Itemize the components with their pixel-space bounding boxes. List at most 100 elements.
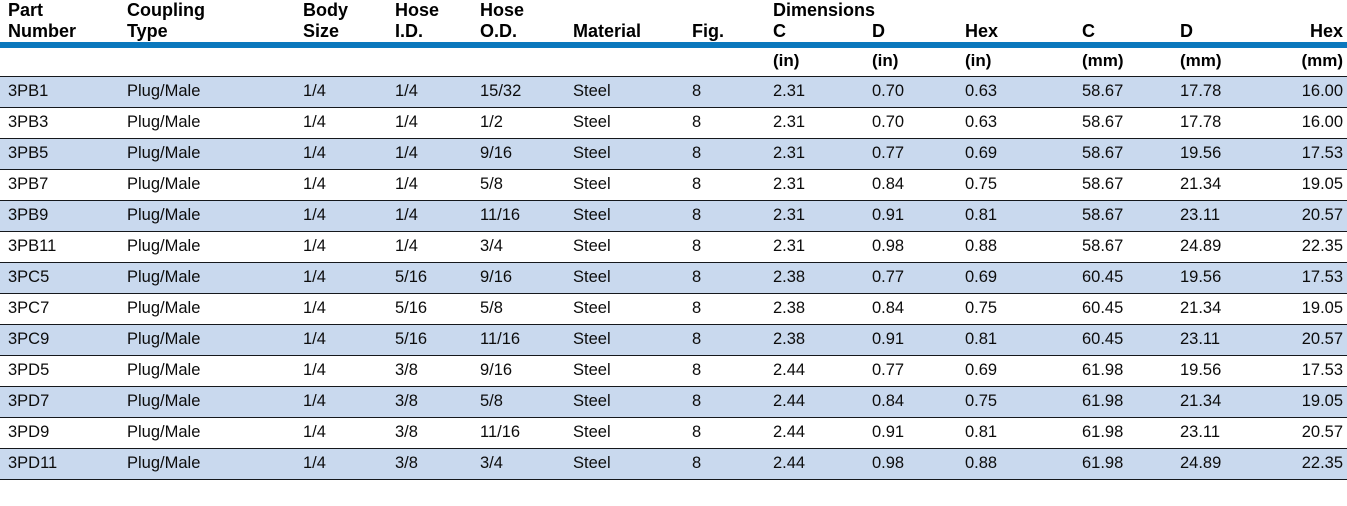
cell-material: Steel [573, 386, 692, 418]
cell-c_mm: 60.45 [1082, 293, 1180, 325]
col-header-d-mm: D [1180, 21, 1285, 48]
cell-c_in: 2.44 [773, 386, 872, 418]
cell-fig: 8 [692, 355, 773, 387]
unit-hex-mm: (mm) [1285, 45, 1347, 77]
cell-part_number: 3PD11 [0, 448, 127, 480]
cell-material: Steel [573, 324, 692, 356]
col-header-part-number-line2: Number [0, 21, 127, 48]
col-header-c-mm: C [1082, 21, 1180, 48]
cell-hose_od: 1/2 [480, 107, 573, 139]
cell-hose_od: 9/16 [480, 138, 573, 170]
cell-d_in: 0.70 [872, 76, 965, 108]
cell-fig: 8 [692, 417, 773, 449]
cell-body_size: 1/4 [303, 386, 395, 418]
cell-hose_od: 11/16 [480, 417, 573, 449]
cell-d_mm: 23.11 [1180, 417, 1285, 449]
cell-c_in: 2.31 [773, 169, 872, 201]
cell-material: Steel [573, 169, 692, 201]
cell-fig: 8 [692, 200, 773, 232]
col-header-fig: Fig. [692, 21, 773, 48]
cell-material: Steel [573, 231, 692, 263]
cell-part_number: 3PB3 [0, 107, 127, 139]
cell-hex_in: 0.81 [965, 324, 1082, 356]
cell-fig: 8 [692, 448, 773, 480]
cell-hex_in: 0.69 [965, 262, 1082, 294]
col-header-hose-od-line2: O.D. [480, 21, 573, 48]
cell-hose_id: 3/8 [395, 448, 480, 480]
cell-d_in: 0.91 [872, 200, 965, 232]
cell-hose_id: 1/4 [395, 231, 480, 263]
cell-fig: 8 [692, 231, 773, 263]
cell-body_size: 1/4 [303, 448, 395, 480]
cell-hex_mm: 19.05 [1285, 386, 1347, 418]
cell-coupling_type: Plug/Male [127, 76, 303, 108]
cell-hex_mm: 17.53 [1285, 138, 1347, 170]
cell-hose_id: 1/4 [395, 76, 480, 108]
cell-hose_od: 5/8 [480, 386, 573, 418]
cell-hose_id: 3/8 [395, 355, 480, 387]
cell-d_in: 0.77 [872, 138, 965, 170]
units-row: (in) (in) (in) (mm) (mm) (mm) [0, 45, 1347, 77]
cell-coupling_type: Plug/Male [127, 386, 303, 418]
table-row: 3PB7 Plug/Male 1/4 1/4 5/8 Steel 8 2.31 0.84 0.75… [0, 169, 1347, 201]
cell-hose_id: 5/16 [395, 293, 480, 325]
table-row: 3PB3 Plug/Male 1/4 1/4 1/2 Steel 8 2.31 0.70 0.63… [0, 107, 1347, 139]
table-row: 3PB5 Plug/Male 1/4 1/4 9/16 Steel 8 2.31 0.77 0.6… [0, 138, 1347, 170]
col-header-hose-id-line1: Hose [395, 0, 440, 21]
col-header-hex-in: Hex [965, 21, 1082, 48]
table-body: 3PB1 Plug/Male 1/4 1/4 15/32 Steel 8 2.31 0.70 0.… [0, 76, 1347, 480]
cell-hose_od: 15/32 [480, 76, 573, 108]
unit-c-in: (in) [773, 45, 872, 77]
cell-body_size: 1/4 [303, 355, 395, 387]
cell-c_mm: 58.67 [1082, 200, 1180, 232]
table-row: 3PC9 Plug/Male 1/4 5/16 11/16 Steel 8 2.38 0.91 0… [0, 324, 1347, 356]
cell-d_in: 0.91 [872, 324, 965, 356]
table-row: 3PB1 Plug/Male 1/4 1/4 15/32 Steel 8 2.31 0.70 0.… [0, 76, 1347, 108]
cell-hex_in: 0.81 [965, 417, 1082, 449]
cell-part_number: 3PB11 [0, 231, 127, 263]
cell-fig: 8 [692, 293, 773, 325]
cell-hex_in: 0.69 [965, 138, 1082, 170]
col-header-material: Material [573, 21, 692, 48]
cell-hose_id: 1/4 [395, 169, 480, 201]
cell-d_in: 0.70 [872, 107, 965, 139]
cell-hose_id: 5/16 [395, 262, 480, 294]
cell-c_in: 2.31 [773, 76, 872, 108]
cell-c_mm: 58.67 [1082, 107, 1180, 139]
cell-hose_id: 1/4 [395, 200, 480, 232]
cell-c_in: 2.44 [773, 417, 872, 449]
cell-coupling_type: Plug/Male [127, 138, 303, 170]
cell-fig: 8 [692, 169, 773, 201]
cell-c_in: 2.31 [773, 138, 872, 170]
cell-hex_in: 0.75 [965, 169, 1082, 201]
cell-hose_od: 11/16 [480, 324, 573, 356]
cell-material: Steel [573, 417, 692, 449]
cell-c_mm: 61.98 [1082, 448, 1180, 480]
cell-part_number: 3PC5 [0, 262, 127, 294]
cell-part_number: 3PD9 [0, 417, 127, 449]
cell-hex_in: 0.81 [965, 200, 1082, 232]
cell-hose_id: 1/4 [395, 138, 480, 170]
cell-material: Steel [573, 200, 692, 232]
cell-hex_in: 0.88 [965, 231, 1082, 263]
cell-fig: 8 [692, 76, 773, 108]
table-row: 3PC7 Plug/Male 1/4 5/16 5/8 Steel 8 2.38 0.84 0.7… [0, 293, 1347, 325]
cell-body_size: 1/4 [303, 138, 395, 170]
cell-body_size: 1/4 [303, 200, 395, 232]
cell-c_mm: 58.67 [1082, 138, 1180, 170]
header-spacer [692, 0, 773, 21]
cell-hex_in: 0.88 [965, 448, 1082, 480]
unit-c-mm: (mm) [1082, 45, 1180, 77]
cell-c_in: 2.31 [773, 200, 872, 232]
cell-hex_mm: 17.53 [1285, 355, 1347, 387]
cell-part_number: 3PB1 [0, 76, 127, 108]
cell-hose_od: 11/16 [480, 200, 573, 232]
cell-hose_id: 3/8 [395, 386, 480, 418]
cell-hose_id: 5/16 [395, 324, 480, 356]
cell-hex_mm: 22.35 [1285, 231, 1347, 263]
cell-material: Steel [573, 107, 692, 139]
cell-d_mm: 21.34 [1180, 169, 1285, 201]
cell-coupling_type: Plug/Male [127, 293, 303, 325]
cell-hose_od: 5/8 [480, 169, 573, 201]
